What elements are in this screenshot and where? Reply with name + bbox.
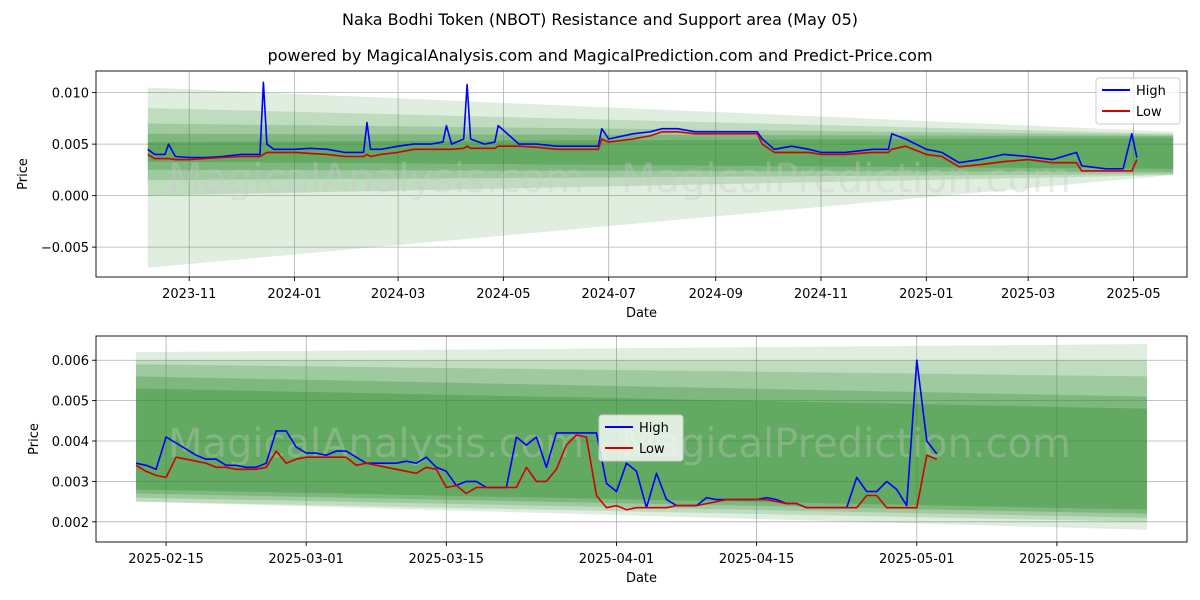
x-tick-label: 2024-01 xyxy=(267,287,321,302)
legend-label: Low xyxy=(639,442,665,457)
series-low-line xyxy=(147,131,1138,172)
x-tick-label: 2025-03-15 xyxy=(409,552,485,567)
x-tick-label: 2025-01 xyxy=(899,287,953,302)
y-axis-label: Price xyxy=(16,158,31,190)
legend-label: Low xyxy=(1136,105,1162,120)
axes-frame xyxy=(95,335,1188,543)
y-tick-label: 0.010 xyxy=(52,87,89,102)
x-tick-label: 2024-11 xyxy=(794,287,848,302)
y-tick-label: 0.005 xyxy=(52,395,89,410)
series-high-line xyxy=(147,81,1138,170)
legend-label: High xyxy=(639,421,669,436)
x-axis-label: Date xyxy=(626,306,657,321)
watermark-left: MagicalAnalysis.com xyxy=(168,156,584,202)
legend: High Low xyxy=(598,414,684,462)
x-tick-label: 2024-07 xyxy=(582,287,636,302)
watermark-right: MagicalPrediction.com xyxy=(621,156,1071,202)
axes-frame xyxy=(95,70,1188,278)
figure-title: powered by MagicalAnalysis.com and Magic… xyxy=(267,46,933,65)
x-tick-label: 2025-04-01 xyxy=(579,552,655,567)
watermark-left: MagicalAnalysis.com xyxy=(168,421,584,467)
x-tick-label: 2025-03 xyxy=(1001,287,1055,302)
x-tick-label: 2025-03-01 xyxy=(268,552,344,567)
y-axis-label: Price xyxy=(27,423,42,455)
x-tick-label: 2023-11 xyxy=(162,287,216,302)
watermark-right: MagicalPrediction.com xyxy=(621,421,1071,467)
x-tick-label: 2025-02-15 xyxy=(128,552,204,567)
y-tick-label: 0.002 xyxy=(52,516,89,531)
support-resistance-band xyxy=(147,87,1174,268)
x-tick-label: 2025-05-01 xyxy=(879,552,955,567)
y-tick-label: 0.000 xyxy=(52,190,89,205)
support-resistance-band xyxy=(147,108,1174,196)
x-tick-label: 2025-05-15 xyxy=(1019,552,1095,567)
x-tick-label: 2024-09 xyxy=(689,287,743,302)
y-tick-label: 0.004 xyxy=(52,435,89,450)
figure-suptitle: Naka Bodhi Token (NBOT) Resistance and S… xyxy=(341,10,859,29)
y-tick-label: 0.006 xyxy=(52,354,89,369)
x-tick-label: 2025-04-15 xyxy=(719,552,795,567)
top-chart: MagicalAnalysis.com MagicalPrediction.com… xyxy=(16,70,1188,321)
x-tick-label: 2025-05 xyxy=(1106,287,1160,302)
x-tick-label: 2024-03 xyxy=(371,287,425,302)
y-tick-label: 0.005 xyxy=(52,138,89,153)
support-resistance-band xyxy=(147,123,1174,181)
y-tick-label: −0.005 xyxy=(41,241,89,256)
x-axis-label: Date xyxy=(626,571,657,586)
legend: High Low xyxy=(1095,77,1181,125)
bottom-chart: MagicalAnalysis.com MagicalPrediction.com… xyxy=(27,335,1188,586)
series-low-line xyxy=(135,434,938,511)
plot-area: MagicalAnalysis.com MagicalPrediction.com xyxy=(147,81,1174,268)
x-tick-label: 2024-05 xyxy=(476,287,530,302)
support-resistance-band xyxy=(147,133,1174,172)
legend-label: High xyxy=(1136,84,1166,99)
y-tick-label: 0.003 xyxy=(52,475,89,490)
